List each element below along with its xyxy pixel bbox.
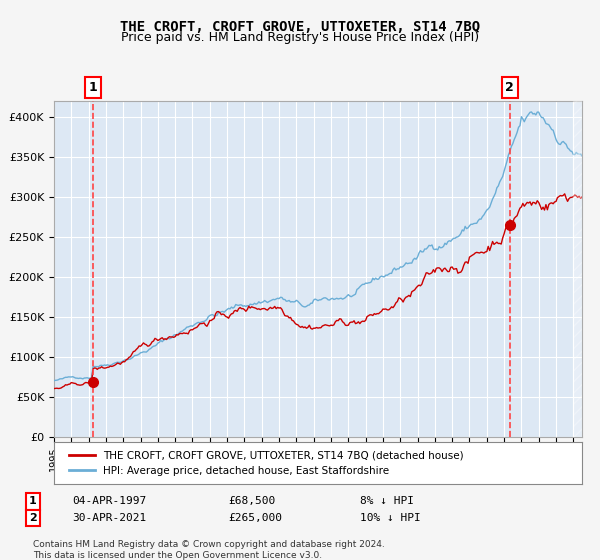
Text: THE CROFT, CROFT GROVE, UTTOXETER, ST14 7BQ: THE CROFT, CROFT GROVE, UTTOXETER, ST14 … [120,20,480,34]
Text: £265,000: £265,000 [228,513,282,523]
Text: £68,500: £68,500 [228,496,275,506]
Bar [574,101,584,437]
Text: 2: 2 [29,513,37,523]
Legend: THE CROFT, CROFT GROVE, UTTOXETER, ST14 7BQ (detached house), HPI: Average price: THE CROFT, CROFT GROVE, UTTOXETER, ST14 … [64,447,468,480]
Text: 8% ↓ HPI: 8% ↓ HPI [360,496,414,506]
Text: 1: 1 [89,81,97,94]
Text: 1: 1 [29,496,37,506]
Text: 04-APR-1997: 04-APR-1997 [72,496,146,506]
Text: 2: 2 [505,81,514,94]
Text: Contains HM Land Registry data © Crown copyright and database right 2024.
This d: Contains HM Land Registry data © Crown c… [33,540,385,560]
Text: 10% ↓ HPI: 10% ↓ HPI [360,513,421,523]
Text: 30-APR-2021: 30-APR-2021 [72,513,146,523]
Text: Price paid vs. HM Land Registry's House Price Index (HPI): Price paid vs. HM Land Registry's House … [121,31,479,44]
